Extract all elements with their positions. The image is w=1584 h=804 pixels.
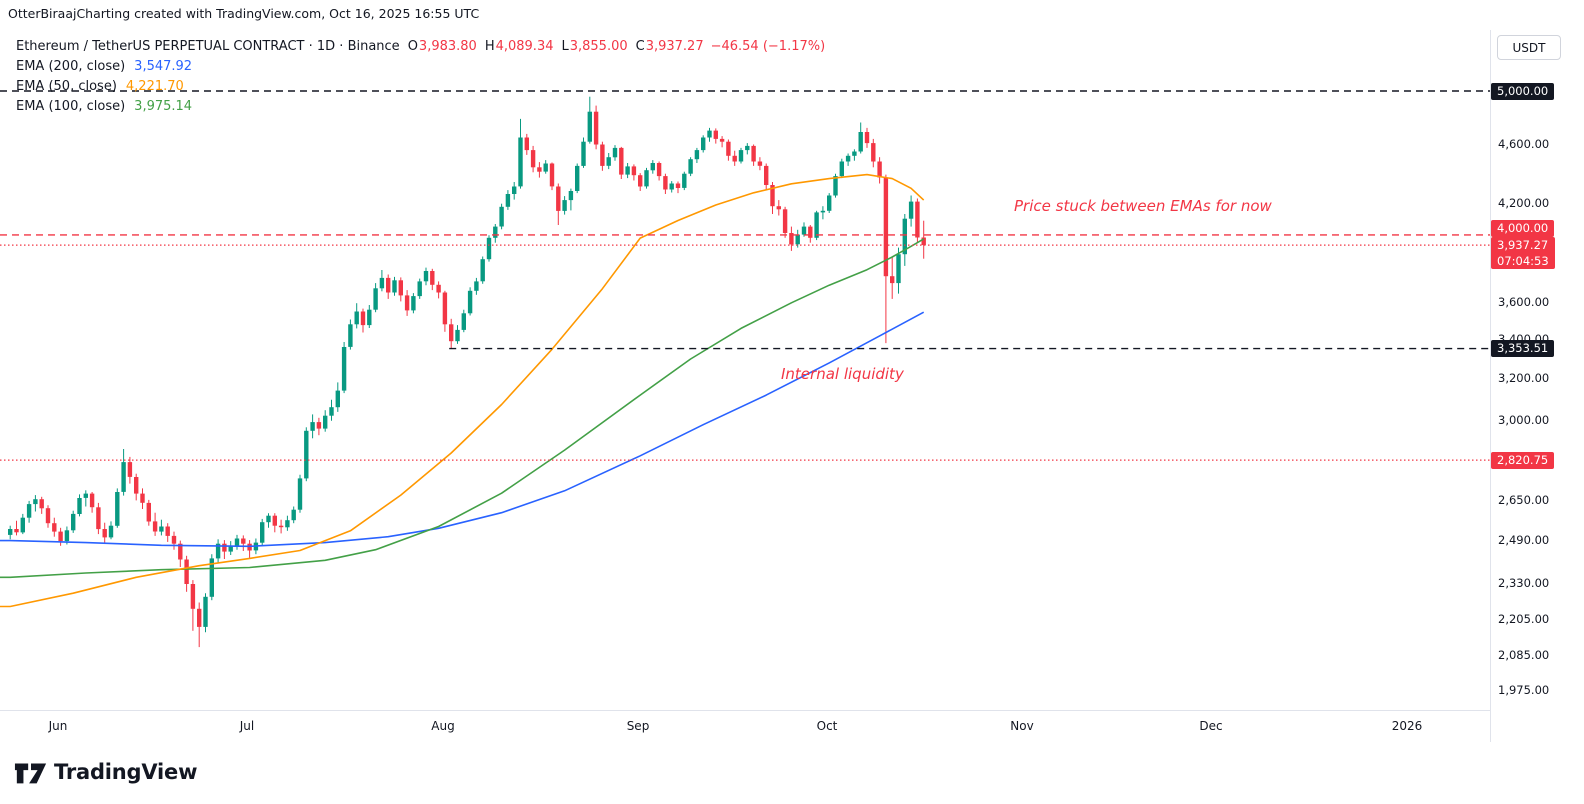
price-tick-label: 2,650.00: [1498, 492, 1550, 507]
price-tick-label: 3,600.00: [1498, 295, 1550, 310]
indicator-value: 3,975.14: [134, 99, 193, 114]
symbol-title[interactable]: Ethereum / TetherUS PERPETUAL CONTRACT ·…: [16, 39, 400, 54]
price-tick-label: 4,600.00: [1498, 137, 1550, 152]
chart-canvas[interactable]: [0, 0, 1490, 742]
currency-toggle-button[interactable]: USDT: [1497, 35, 1561, 60]
indicator-value: 4,221.70: [125, 79, 184, 94]
price-tick-label: 2,085.00: [1498, 647, 1550, 662]
footer: TradingView: [0, 743, 1584, 804]
price-tick-label: 2,330.00: [1498, 575, 1550, 590]
symbol-legend-row: Ethereum / TetherUS PERPETUAL CONTRACT ·…: [16, 37, 825, 57]
indicator-label: EMA (100, close): [16, 99, 126, 114]
annotation-text[interactable]: Price stuck between EMAs for now: [1014, 197, 1272, 215]
ohlc-low-value: 3,855.00: [569, 39, 628, 54]
legend: Ethereum / TetherUS PERPETUAL CONTRACT ·…: [16, 37, 825, 117]
price-line-badge: 5,000.00: [1491, 82, 1555, 100]
indicator-value: 3,547.92: [134, 59, 193, 74]
time-axis-label: Nov: [1010, 719, 1034, 733]
price-tick-label: 3,000.00: [1498, 412, 1550, 427]
annotation-text[interactable]: Internal liquidity: [781, 365, 904, 383]
indicator-row-ema-200[interactable]: EMA (200, close) 3,547.92: [16, 57, 825, 77]
ohlc-open-label: O: [407, 39, 418, 54]
time-axis-label: 2026: [1391, 719, 1423, 733]
price-line-badge: 3,353.51: [1491, 340, 1555, 358]
price-line-badge: 2,820.75: [1491, 451, 1555, 469]
ema200-line[interactable]: [0, 311, 925, 548]
current-price-badge: 3,937.27 07:04:53: [1491, 236, 1555, 269]
price-tick-label: 1,975.00: [1498, 682, 1550, 697]
indicator-label: EMA (50, close): [16, 79, 117, 94]
tradingview-wordmark[interactable]: TradingView: [54, 760, 198, 784]
time-axis[interactable]: Jun Jul Aug Sep Oct Nov Dec 2026: [0, 710, 1584, 744]
indicator-row-ema-100[interactable]: EMA (100, close) 3,975.14: [16, 97, 825, 117]
price-axis[interactable]: USDT 4,600.004,200.003,600.003,400.003,2…: [1490, 30, 1584, 742]
indicator-row-ema-50[interactable]: EMA (50, close) 4,221.70: [16, 77, 825, 97]
tradingview-logo-icon[interactable]: [14, 758, 48, 788]
ema50-line[interactable]: [0, 173, 925, 608]
time-axis-label: Sep: [626, 719, 650, 733]
candle-countdown: 07:04:53: [1497, 253, 1549, 268]
attribution-text: OtterBiraajCharting created with Trading…: [8, 6, 480, 21]
price-tick-label: 3,200.00: [1498, 371, 1550, 386]
ohlc-open-value: 3,983.80: [418, 39, 477, 54]
ohlc-change-value: −46.54 (−1.17%): [710, 39, 826, 54]
ohlc-low-label: L: [561, 39, 569, 54]
time-axis-label: Jul: [239, 719, 255, 733]
time-axis-label: Dec: [1199, 719, 1223, 733]
indicator-label: EMA (200, close): [16, 59, 126, 74]
ema100-line[interactable]: [0, 238, 925, 579]
time-axis-label: Aug: [431, 719, 455, 733]
price-line-badge: 4,000.00: [1491, 219, 1555, 237]
ohlc-high-label: H: [484, 39, 495, 54]
ohlc-close-label: C: [635, 39, 645, 54]
time-axis-label: Jun: [48, 719, 68, 733]
candlestick-series[interactable]: [8, 96, 926, 648]
ohlc-high-value: 4,089.34: [495, 39, 554, 54]
price-tick-label: 2,490.00: [1498, 533, 1550, 548]
ohlc-close-value: 3,937.27: [645, 39, 704, 54]
price-tick-label: 2,205.00: [1498, 611, 1550, 626]
price-tick-label: 4,200.00: [1498, 195, 1550, 210]
time-axis-label: Oct: [816, 719, 838, 733]
